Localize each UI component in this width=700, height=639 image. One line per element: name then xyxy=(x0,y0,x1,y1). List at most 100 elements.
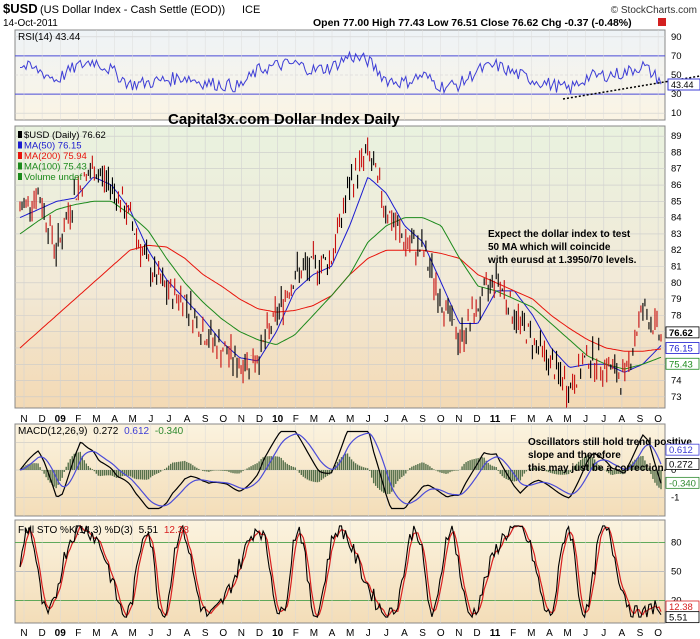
legend-swatch xyxy=(18,173,22,180)
x-axis-months-top: N D 09 F M A M J J A S O N D 10 F M A M J J A S O N D 11 F M A M J J A S O xyxy=(20,414,662,425)
legend-swatch xyxy=(18,141,22,149)
header-ohlc: Open 77.00 High 77.43 Low 76.51 Close 76… xyxy=(313,17,632,29)
price-tick-label: 87 xyxy=(671,164,682,175)
legend-swatch xyxy=(18,131,22,138)
macd-label-box xyxy=(665,476,700,489)
month-label: N xyxy=(20,414,27,425)
price-label-box xyxy=(665,342,700,354)
month-label: J xyxy=(148,628,153,639)
sto-value-d: 12.38 xyxy=(164,525,189,536)
price-label-box xyxy=(665,326,700,339)
annotation-line-1: Expect the dollar index to test xyxy=(488,229,631,240)
month-label: A xyxy=(546,628,553,639)
sto-label-box xyxy=(665,611,700,624)
month-label: O xyxy=(219,414,227,425)
month-label: D xyxy=(39,628,46,639)
month-label: M xyxy=(527,628,535,639)
month-label: A xyxy=(546,414,553,425)
price-label-text: 75.43 xyxy=(669,359,693,370)
month-label: O xyxy=(654,628,662,639)
macd-label-text: 0.272 xyxy=(669,460,693,471)
price-tick-label: 79 xyxy=(671,294,682,305)
macd-axis: 1 0 -1 xyxy=(671,438,679,504)
macd-histogram xyxy=(21,451,662,495)
macd-value-1: 0.272 xyxy=(93,426,118,437)
sto-label-text: 5.51 xyxy=(669,613,688,624)
price-tick-label: 81 xyxy=(671,262,682,273)
price-tick-label: 88 xyxy=(671,147,682,158)
month-label: M xyxy=(310,628,318,639)
month-label: 11 xyxy=(490,628,501,639)
header-exchange: ICE xyxy=(242,4,260,16)
month-label: M xyxy=(92,628,100,639)
macd-annotation: Oscillators still hold trend positive sl… xyxy=(528,437,692,474)
rsi-tick-label: 90 xyxy=(671,32,682,43)
month-label: F xyxy=(75,628,81,639)
legend-entry: Volume undef xyxy=(24,172,82,183)
month-label: 11 xyxy=(490,414,501,425)
month-label: A xyxy=(619,414,626,425)
month-label: D xyxy=(256,628,263,639)
sto-axis: 805020 xyxy=(671,537,682,606)
month-label: A xyxy=(619,628,626,639)
month-label: J xyxy=(601,628,606,639)
month-label: M xyxy=(92,414,100,425)
month-label: J xyxy=(166,628,171,639)
price-tick-label: 73 xyxy=(671,392,682,403)
month-label: F xyxy=(293,628,299,639)
brand-logo: © StockCharts.com xyxy=(611,5,697,16)
header-description: (US Dollar Index - Cash Settle (EOD)) xyxy=(40,4,225,16)
month-label: A xyxy=(184,628,191,639)
macd-value-2: 0.612 xyxy=(124,426,149,437)
sto-label-text: 12.38 xyxy=(669,602,693,613)
month-label: A xyxy=(184,414,191,425)
month-label: A xyxy=(401,628,408,639)
header-symbol: $USD xyxy=(3,1,38,16)
price-tick-label: 86 xyxy=(671,180,682,191)
rsi-line xyxy=(19,50,662,95)
price-tick-label: 89 xyxy=(671,131,682,142)
rsi-last-badge xyxy=(667,78,700,91)
month-label: N xyxy=(238,414,245,425)
header-date: 14-Oct-2011 xyxy=(3,18,58,29)
scroll-indicator-icon xyxy=(658,18,666,26)
month-label: O xyxy=(219,628,227,639)
price-label-text: 76.15 xyxy=(669,344,693,355)
sto-last-labels: 12.385.51 xyxy=(665,600,700,624)
legend-swatch xyxy=(18,152,22,159)
month-label: M xyxy=(527,414,535,425)
month-label: F xyxy=(75,414,81,425)
month-label: M xyxy=(346,414,354,425)
month-label: N xyxy=(455,628,462,639)
price-annotation: Expect the dollar index to test 50 MA wh… xyxy=(487,229,637,266)
month-label: A xyxy=(401,414,408,425)
month-label: A xyxy=(111,628,118,639)
month-label: M xyxy=(310,414,318,425)
macd-last-labels: 0.612 0.272 -0.340 xyxy=(665,443,700,489)
rsi-last-label: 43.44 xyxy=(671,80,694,90)
month-label: M xyxy=(563,414,571,425)
month-label: J xyxy=(166,414,171,425)
price-tick-label: 80 xyxy=(671,278,682,289)
price-tick-label: 78 xyxy=(671,310,682,321)
month-label: N xyxy=(238,628,245,639)
price-label-box xyxy=(665,357,700,370)
month-label: J xyxy=(384,414,389,425)
rsi-label: RSI(14) 43.44 xyxy=(18,32,81,43)
month-label: F xyxy=(510,628,516,639)
month-label: S xyxy=(419,414,426,425)
sto-k-line xyxy=(19,524,662,619)
month-label: O xyxy=(437,414,445,425)
rsi-grid xyxy=(15,30,665,120)
month-label: M xyxy=(346,628,354,639)
month-label: S xyxy=(202,628,209,639)
price-tick-label: 84 xyxy=(671,213,682,224)
month-label: J xyxy=(366,628,371,639)
macd-annotation-line-2: slope and therefore xyxy=(528,450,621,461)
rsi-tick-label: 10 xyxy=(671,108,682,119)
month-label: D xyxy=(39,414,46,425)
macd-value-3: -0.340 xyxy=(155,426,184,437)
rsi-tick-label: 70 xyxy=(671,51,682,62)
month-label: F xyxy=(293,414,299,425)
month-label: 09 xyxy=(55,414,67,425)
